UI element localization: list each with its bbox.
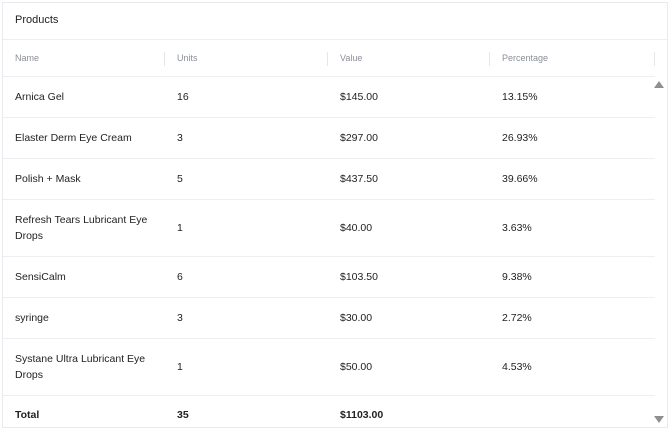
table-header-row: Name Units Value Percentage — [3, 40, 655, 77]
table-row: SensiCalm 6 $103.50 9.38% — [3, 256, 655, 298]
cell-units: 1 — [165, 199, 328, 257]
triangle-down-icon[interactable] — [654, 416, 664, 423]
cell-units: 16 — [165, 76, 328, 118]
cell-name: Elaster Derm Eye Cream — [3, 117, 165, 159]
cell-value: $30.00 — [328, 297, 490, 339]
cell-units: 3 — [165, 297, 328, 339]
table-row: Polish + Mask 5 $437.50 39.66% — [3, 158, 655, 200]
column-header-percentage[interactable]: Percentage — [490, 40, 655, 77]
cell-name: Arnica Gel — [3, 76, 165, 118]
cell-units: 3 — [165, 117, 328, 159]
triangle-up-icon[interactable] — [654, 81, 664, 88]
column-header-value[interactable]: Value — [328, 40, 490, 77]
cell-name: syringe — [3, 297, 165, 339]
cell-percentage: 39.66% — [490, 158, 655, 200]
table-row: syringe 3 $30.00 2.72% — [3, 297, 655, 339]
cell-units: 1 — [165, 338, 328, 396]
cell-value: $40.00 — [328, 199, 490, 257]
cell-percentage: 26.93% — [490, 117, 655, 159]
cell-name: Refresh Tears Lubricant Eye Drops — [3, 199, 165, 257]
cell-percentage: 2.72% — [490, 297, 655, 339]
cell-value: $50.00 — [328, 338, 490, 396]
cell-value: $297.00 — [328, 117, 490, 159]
products-table: Name Units Value Percentage Arnica Gel 1… — [3, 40, 655, 428]
total-row: Total 35 $1103.00 — [3, 396, 655, 428]
table-container: Name Units Value Percentage Arnica Gel 1… — [3, 40, 667, 428]
total-units: 35 — [177, 409, 189, 421]
cell-name: SensiCalm — [3, 256, 165, 298]
total-percentage — [490, 396, 655, 428]
cell-units: 5 — [165, 158, 328, 200]
cell-percentage: 3.63% — [490, 199, 655, 257]
column-header-units[interactable]: Units — [165, 40, 328, 77]
cell-percentage: 13.15% — [490, 76, 655, 118]
column-header-name[interactable]: Name — [3, 40, 165, 77]
vertical-scrollbar[interactable] — [653, 75, 665, 427]
panel-title: Products — [3, 3, 667, 40]
cell-percentage: 4.53% — [490, 338, 655, 396]
total-value: $1103.00 — [340, 409, 384, 421]
cell-value: $437.50 — [328, 158, 490, 200]
cell-name: Polish + Mask — [3, 158, 165, 200]
table-row: Systane Ultra Lubricant Eye Drops 1 $50.… — [3, 338, 655, 396]
cell-units: 6 — [165, 256, 328, 298]
table-row: Refresh Tears Lubricant Eye Drops 1 $40.… — [3, 199, 655, 257]
cell-value: $145.00 — [328, 76, 490, 118]
total-label: Total — [15, 409, 40, 421]
cell-name: Systane Ultra Lubricant Eye Drops — [3, 338, 165, 396]
cell-percentage: 9.38% — [490, 256, 655, 298]
cell-value: $103.50 — [328, 256, 490, 298]
table-row: Elaster Derm Eye Cream 3 $297.00 26.93% — [3, 117, 655, 159]
table-row: Arnica Gel 16 $145.00 13.15% — [3, 76, 655, 118]
